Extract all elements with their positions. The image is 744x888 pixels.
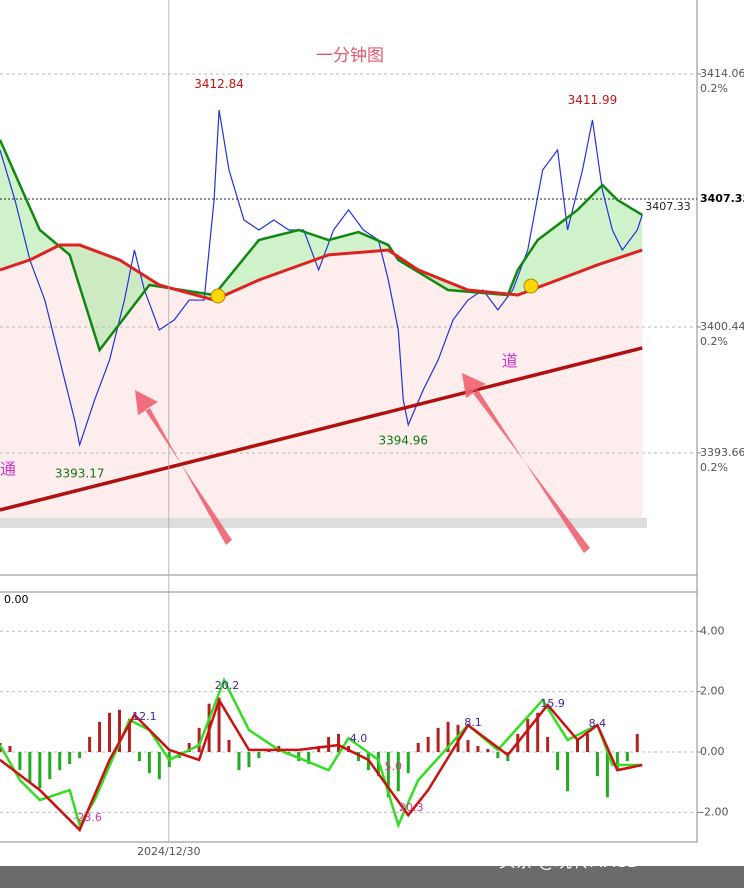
histogram-bar [576,739,580,753]
histogram-bar [227,739,231,753]
y-tick-label: 3414.06 [700,67,744,80]
histogram-bar [147,752,151,774]
chart-title: 一分钟图 [316,46,384,66]
histogram-bar [615,752,619,771]
pct-label: 0.2% [700,82,728,95]
histogram-bar [436,727,440,753]
histogram-bar [635,733,639,753]
histogram-bar [466,739,470,753]
macd-label: 12.1 [132,710,157,723]
text-label: 通 [0,460,16,479]
macd-label: 8.1 [464,716,482,729]
histogram-bar [605,752,609,798]
histogram-bar [356,752,360,762]
histogram-bar [327,736,331,753]
series-line [0,346,643,512]
histogram-bar [257,752,261,759]
price-label: 3393.17 [55,467,105,481]
histogram-bar [406,752,410,774]
histogram-bar [307,752,311,765]
histogram-bar [48,752,52,780]
histogram-bar [566,752,570,792]
macd-label: 4.0 [350,732,368,745]
price-label: 3412.84 [194,77,244,91]
histogram-bar [386,752,390,798]
histogram-bar [556,752,560,771]
y-tick-label: 2.00 [700,685,725,698]
histogram-bar [456,724,460,753]
histogram-bar [78,752,82,759]
macd-label: 5.0 [385,760,403,773]
histogram-bar [137,752,141,762]
y-tick-label: 4.00 [700,624,725,637]
macd-label: 8.4 [589,717,607,730]
histogram-bar [546,736,550,753]
histogram-bar [197,727,201,753]
date-label: 2024/12/30 [137,845,200,858]
macd-label: -23.6 [73,811,101,824]
area-fill [0,245,643,518]
histogram-bar [585,733,589,753]
histogram-bar [8,745,12,753]
price-label: 3411.99 [568,93,618,107]
histogram-bar [536,712,540,753]
histogram-bar [38,752,42,789]
histogram-bar [476,745,480,753]
histogram-bar [98,721,102,753]
histogram-bar [496,752,500,759]
histogram-bar [526,718,530,753]
histogram-bar [217,697,221,753]
histogram-bar [157,752,161,780]
histogram-bar [127,718,131,753]
last-price-axis-label: 3407.33 [700,192,744,205]
histogram-bar [595,752,599,777]
y-tick-label: 3400.44 [700,320,744,333]
histogram-bar [28,752,32,783]
histogram-bar [237,752,241,771]
histogram-bar [187,742,191,753]
price-label: 3394.96 [378,433,428,447]
status-bar [0,866,744,888]
histogram-bar [337,733,341,753]
series-line [0,139,643,353]
grey-band [0,518,647,528]
current-value: 0.00 [4,593,29,606]
watermark: 头条 @玩转MACD [499,852,640,872]
series-line [0,109,643,448]
y-tick-label: 3393.66 [700,446,744,459]
macd-label: 15.9 [540,697,565,710]
histogram-bar [446,721,450,753]
text-label: 道 [502,351,518,370]
smiley-marker [210,288,226,304]
series-line [0,697,643,833]
histogram-bar [317,745,321,753]
histogram-bar [68,752,72,765]
arrows [135,373,590,553]
histogram-bar [58,752,62,771]
histogram-bar [117,709,121,753]
smiley-marker [523,278,539,294]
area-fill [0,139,643,351]
pct-label: 0.2% [700,461,728,474]
y-tick-label: -2.00 [700,805,728,818]
histogram-bar [88,736,92,753]
last-price-label: 3407.33 [645,200,691,213]
histogram-bar [297,752,301,762]
histogram-bar [426,736,430,753]
histogram-bar [396,752,400,792]
histogram-bar [486,749,490,753]
histogram-bar [18,752,22,771]
arrow [135,390,232,545]
histogram-bar [108,712,112,753]
y-tick-label: 0.00 [700,745,725,758]
pct-label: 0.2% [700,335,728,348]
histogram-bar [625,752,629,762]
macd-label: 20.3 [399,801,424,814]
histogram-bar [247,752,251,768]
macd-label: 20.2 [215,679,240,692]
histogram-bar [416,742,420,753]
arrow [462,373,590,553]
